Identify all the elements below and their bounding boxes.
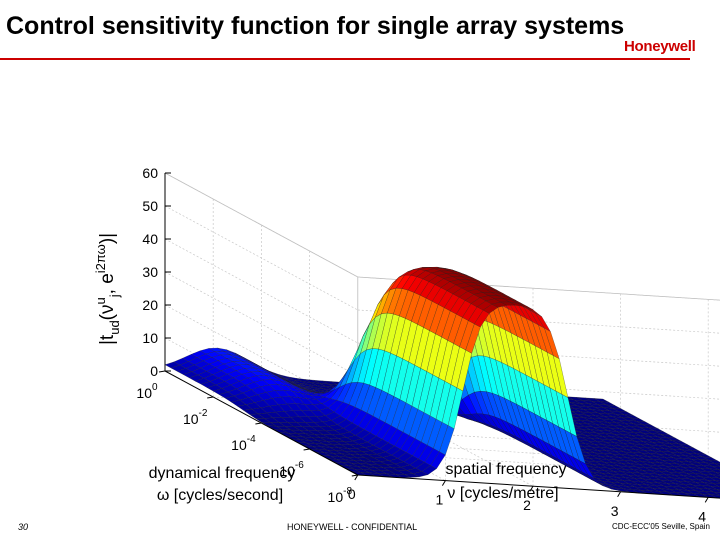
axis-layer [158, 172, 720, 503]
x-tick [617, 491, 622, 498]
slide-title: Control sensitivity function for single … [6, 12, 625, 40]
x-tick-label: 4 [698, 508, 706, 524]
x-axis-line [357, 474, 720, 499]
surface-patch [711, 465, 720, 470]
x-tick-label: 0 [348, 486, 356, 502]
y-axis-label-line1: dynamical frequency [149, 465, 296, 482]
x-tick-label: 3 [611, 503, 619, 519]
z-axis-label: |tud(νuj, ei2πω)| [93, 233, 122, 345]
x-tick [529, 485, 534, 492]
z-tick-label: 20 [142, 297, 158, 313]
y-tick-label: 10-2 [183, 408, 208, 427]
y-tick-label: 10-8 [328, 486, 353, 505]
x-tick [704, 497, 709, 503]
x-axis-label-line1: spatial frequency [446, 461, 567, 478]
surface-patch [709, 477, 720, 482]
z-tick-label: 40 [142, 231, 158, 247]
surface-patch [706, 471, 720, 476]
z-tick-label: 60 [142, 165, 158, 181]
z-tick-label: 50 [142, 198, 158, 214]
y-tick [351, 474, 358, 477]
label-layer: 010203040506010010-210-410-610-8012345|t… [93, 165, 706, 524]
y-tick [303, 448, 310, 451]
y-tick-label: 100 [136, 382, 158, 401]
surface-patch [709, 468, 720, 473]
surface-patch [710, 485, 720, 490]
x-tick [354, 474, 359, 481]
x-tick-label: 2 [523, 497, 531, 513]
conference-label: CDC-ECC'05 Seville, Spain [612, 522, 711, 531]
confidential-notice: HONEYWELL - CONFIDENTIAL [287, 522, 418, 532]
y-tick-label: 10-4 [231, 434, 256, 453]
page-number: 30 [18, 522, 29, 532]
surface-patch [713, 483, 720, 487]
title-rule [0, 58, 690, 60]
y-tick [255, 422, 262, 425]
z-tick-label: 0 [150, 363, 158, 379]
gridline-z [164, 271, 358, 377]
y-tick [207, 396, 214, 399]
y-axis-label-line2: ω [cycles/second] [157, 487, 283, 504]
surface-patch [712, 474, 720, 479]
surface-layer [164, 267, 720, 499]
surface-patch [716, 489, 720, 492]
honeywell-logo: Honeywell [624, 38, 696, 55]
surface-patch [710, 494, 720, 499]
x-axis-label-line2: ν [cycles/metre] [447, 485, 558, 502]
z-tick-label: 30 [142, 264, 158, 280]
surface-patch [708, 460, 720, 464]
x-tick-label: 1 [436, 492, 444, 508]
y-tick-label: 10-6 [279, 460, 304, 479]
surface-patch [714, 463, 720, 467]
y-tick [158, 370, 166, 373]
surface-patch [715, 471, 720, 475]
z-tick-label: 10 [142, 330, 158, 346]
x-tick [441, 480, 446, 486]
surface-patch [705, 462, 720, 467]
surface-patch [707, 479, 720, 484]
